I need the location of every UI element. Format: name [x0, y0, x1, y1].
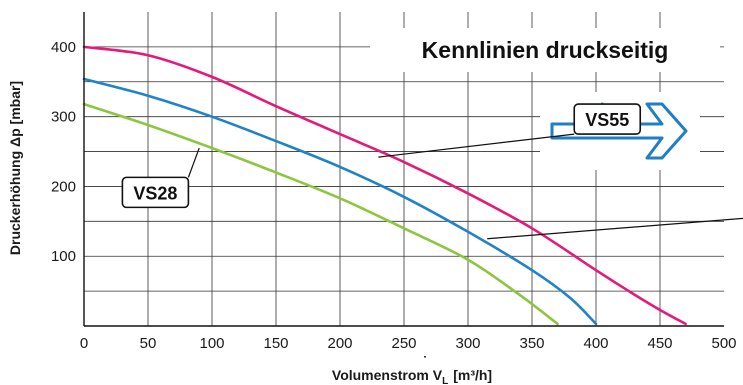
x-tick-label: 200 — [327, 335, 352, 352]
x-tick-label: 300 — [455, 335, 480, 352]
y-axis-title: Druckerhöhung Δp [mbar] — [7, 81, 23, 255]
x-tick-label: 250 — [391, 335, 416, 352]
series-label-vs28: VS28 — [121, 147, 200, 209]
x-tick-label: 400 — [583, 335, 608, 352]
leader-line — [487, 217, 743, 240]
x-tick-label: 500 — [711, 335, 736, 352]
series-labels: VS28 VS33 VS55 — [121, 103, 743, 240]
series-line-vs28 — [82, 102, 559, 326]
plot-frame — [83, 12, 724, 327]
series-label-vs33: VS33 — [487, 217, 743, 240]
y-tick-label: 400 — [51, 39, 76, 56]
series-label-text: VS55 — [585, 110, 629, 130]
x-tick-label: 0 — [80, 335, 88, 352]
chart-title: Kennlinien druckseitig — [422, 37, 669, 63]
y-tick-label: 100 — [51, 248, 76, 265]
axis-ticks: 0 50 100 150 200 250 300 350 400 450 500 100 200 300 4… — [51, 39, 737, 352]
x-axis-title: Volumenstrom VL [m³/h] — [332, 367, 492, 385]
y-tick-label: 200 — [51, 178, 76, 195]
series-label-vs55: VS55 — [378, 103, 642, 158]
label-box — [121, 176, 190, 209]
x-tick-label: 50 — [140, 335, 157, 352]
chart-title-box: Kennlinien druckseitig — [370, 28, 720, 72]
leader-line — [378, 133, 575, 158]
x-tick-label: 150 — [263, 335, 288, 352]
x-tick-label: 350 — [519, 335, 544, 352]
chart-curves — [82, 45, 687, 326]
y-tick-label: 300 — [51, 109, 76, 126]
x-axis-title-dot: ˙ — [423, 353, 428, 369]
x-axis-title-subscript: L — [442, 376, 448, 385]
series-label-text: VS28 — [133, 183, 177, 203]
series-line-vs55 — [82, 45, 687, 326]
x-tick-label: 450 — [647, 335, 672, 352]
label-box — [573, 103, 642, 135]
x-tick-label: 100 — [199, 335, 224, 352]
series-line-vs33 — [82, 77, 598, 326]
leader-line — [187, 147, 200, 178]
